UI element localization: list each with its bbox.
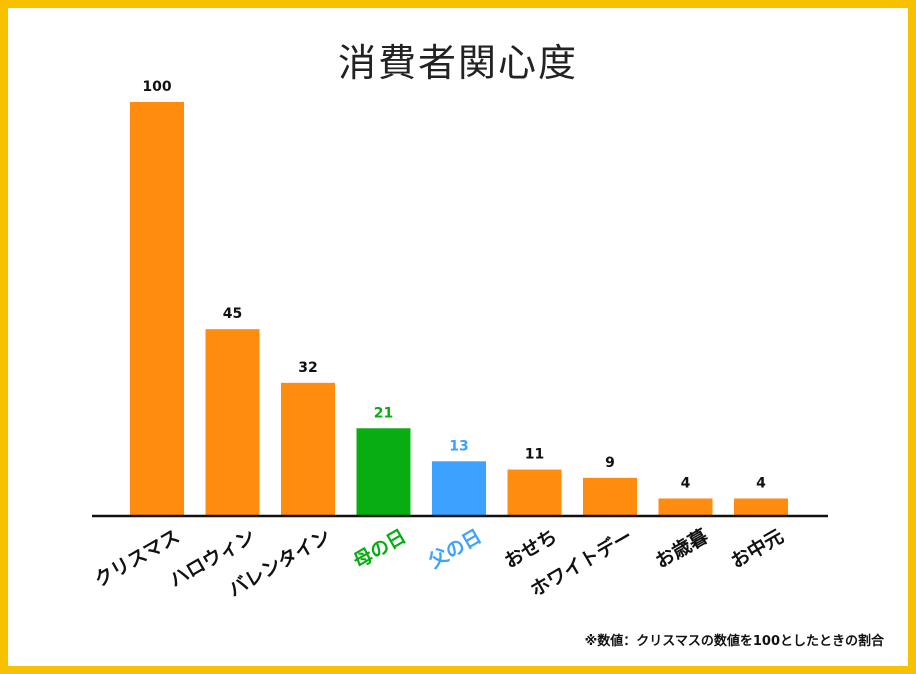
category-label-お歳暮: お歳暮	[652, 525, 713, 573]
bar-ホワイトデー	[583, 477, 637, 515]
bar-バレンタイン	[281, 382, 335, 515]
bar-お中元	[734, 498, 788, 515]
value-label-お中元: 4	[756, 475, 766, 491]
category-label-おせち: おせち	[501, 525, 561, 573]
value-labels-group: 100 45 32 21 13 11 9 4 4	[142, 79, 766, 491]
bars-group	[130, 102, 788, 515]
category-label-母の日: 母の日	[350, 525, 410, 573]
footnote: ※数値：クリスマスの数値を100としたときの割合	[584, 634, 884, 649]
value-label-ハロウィン: 45	[223, 306, 242, 322]
value-label-父の日: 13	[449, 438, 468, 454]
value-label-クリスマス: 100	[142, 79, 171, 95]
bar-母の日	[356, 428, 411, 515]
value-label-バレンタイン: 32	[298, 360, 317, 376]
bar-ハロウィン	[205, 329, 260, 515]
bar-おせち	[507, 469, 562, 515]
bar-お歳暮	[658, 498, 713, 515]
value-label-お歳暮: 4	[681, 475, 691, 491]
category-label-父の日: 父の日	[424, 525, 485, 573]
bar-父の日	[432, 461, 486, 515]
value-label-おせち: 11	[525, 447, 544, 463]
category-label-お中元: お中元	[727, 524, 788, 572]
value-label-母の日: 21	[374, 405, 393, 421]
category-label-クリスマス: クリスマス	[91, 525, 184, 591]
chart-title: 消費者関心度	[337, 41, 578, 85]
value-label-ホワイトデー: 9	[605, 455, 615, 471]
bar-クリスマス	[130, 102, 184, 515]
